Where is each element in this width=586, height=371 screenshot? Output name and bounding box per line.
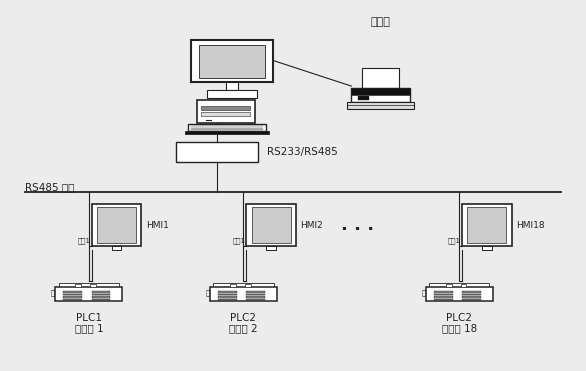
Bar: [63, 294, 82, 295]
Bar: [191, 40, 272, 82]
Bar: [207, 91, 257, 98]
Bar: [461, 284, 466, 288]
Bar: [226, 82, 237, 91]
Bar: [230, 284, 236, 288]
Text: PLC1: PLC1: [76, 312, 102, 322]
Text: 打印机: 打印机: [370, 17, 390, 27]
Bar: [218, 291, 237, 293]
Bar: [59, 283, 119, 288]
Bar: [462, 299, 481, 300]
Bar: [202, 112, 250, 116]
Bar: [462, 204, 512, 246]
Bar: [352, 88, 410, 95]
Bar: [246, 204, 296, 246]
Bar: [210, 287, 277, 302]
Bar: [362, 68, 400, 88]
Text: 端口1: 端口1: [448, 238, 461, 244]
Text: 端口1: 端口1: [77, 238, 91, 244]
Bar: [199, 45, 265, 78]
Text: 端口0: 端口0: [206, 289, 219, 296]
Bar: [245, 284, 251, 288]
Bar: [63, 291, 82, 293]
Bar: [429, 283, 489, 288]
Bar: [97, 207, 136, 243]
Bar: [434, 291, 452, 293]
Text: PLC2: PLC2: [230, 312, 257, 322]
Bar: [188, 124, 267, 131]
Text: HMI2: HMI2: [301, 221, 323, 230]
Bar: [92, 204, 141, 246]
Bar: [267, 246, 276, 250]
Bar: [434, 294, 452, 295]
Text: RS233/RS485: RS233/RS485: [267, 147, 338, 157]
Bar: [246, 299, 265, 300]
Bar: [482, 246, 492, 250]
Bar: [213, 283, 274, 288]
Text: 端口1: 端口1: [232, 238, 245, 244]
Text: HMI18: HMI18: [516, 221, 545, 230]
Bar: [91, 291, 110, 293]
Bar: [63, 296, 82, 298]
Text: 端口0: 端口0: [421, 289, 434, 296]
Bar: [462, 296, 481, 298]
Bar: [90, 284, 96, 288]
Bar: [185, 131, 270, 134]
Bar: [358, 96, 369, 100]
Bar: [76, 284, 81, 288]
Bar: [91, 299, 110, 300]
Text: RS485 总线: RS485 总线: [25, 182, 74, 192]
Bar: [246, 294, 265, 295]
Bar: [55, 287, 122, 302]
Bar: [352, 88, 410, 102]
Bar: [446, 284, 452, 288]
Text: PLC2: PLC2: [446, 312, 472, 322]
Bar: [251, 207, 291, 243]
Text: 调试线 1: 调试线 1: [74, 324, 103, 334]
Bar: [218, 299, 237, 300]
Bar: [91, 296, 110, 298]
Text: · · ·: · · ·: [340, 221, 374, 239]
Text: 调试线 2: 调试线 2: [229, 324, 258, 334]
Bar: [246, 296, 265, 298]
Bar: [246, 291, 265, 293]
Text: 调试线 18: 调试线 18: [442, 324, 477, 334]
Bar: [468, 207, 506, 243]
Bar: [176, 142, 258, 161]
Bar: [218, 296, 237, 298]
Bar: [197, 100, 255, 122]
Bar: [425, 287, 493, 302]
Bar: [63, 299, 82, 300]
Bar: [434, 296, 452, 298]
Bar: [112, 246, 121, 250]
Text: 端口0: 端口0: [51, 289, 64, 296]
Bar: [347, 102, 414, 109]
Bar: [462, 291, 481, 293]
Bar: [91, 294, 110, 295]
Bar: [218, 294, 237, 295]
Bar: [202, 106, 250, 110]
Text: HMI1: HMI1: [146, 221, 169, 230]
Bar: [434, 299, 452, 300]
Bar: [462, 294, 481, 295]
